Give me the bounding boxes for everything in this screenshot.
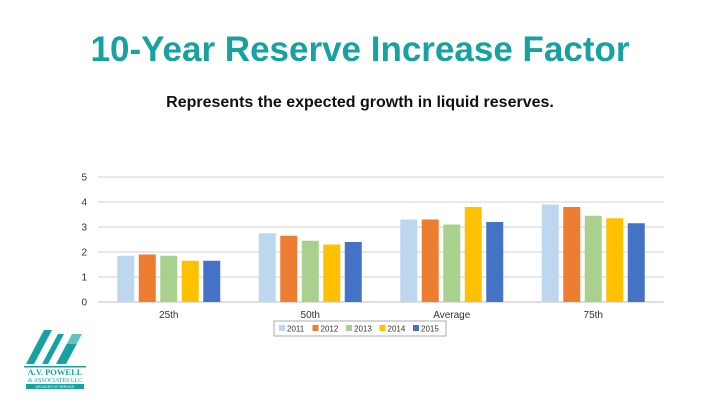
- bar-2012-25th: [138, 254, 156, 302]
- bar-2011-50th: [258, 233, 276, 302]
- logo-company-line2: & ASSOCIATES LLC: [28, 378, 82, 384]
- x-tick-label: 50th: [301, 310, 320, 321]
- legend-box: [273, 320, 447, 337]
- x-tick-label: 25th: [159, 310, 178, 321]
- bar-2014-50th: [323, 244, 341, 302]
- legend-label: 2011: [287, 325, 305, 334]
- legend-label: 2013: [354, 325, 372, 334]
- bar-2013-50th: [301, 240, 319, 302]
- bar-2014-75th: [606, 218, 624, 302]
- bar-2015-average: [486, 222, 504, 302]
- bar-2014-25th: [181, 260, 199, 302]
- legend-swatch: [279, 325, 285, 331]
- bar-2014-average: [464, 207, 482, 302]
- company-logo: A.V. POWELL & ASSOCIATES LLC DECADES OF …: [24, 330, 86, 389]
- bar-2013-average: [443, 224, 461, 302]
- logo-company-name: A.V. POWELL: [28, 367, 83, 377]
- bar-2012-average: [421, 219, 439, 302]
- legend-swatch: [346, 325, 352, 331]
- legend-label: 2014: [388, 325, 406, 334]
- x-tick-label: 75th: [584, 310, 603, 321]
- bar-2011-25th: [117, 255, 135, 302]
- x-tick-label: Average: [433, 310, 471, 321]
- y-tick-label: 2: [81, 248, 87, 259]
- y-tick-label: 3: [81, 223, 87, 234]
- y-tick-label: 4: [81, 198, 87, 209]
- legend-label: 2012: [321, 325, 339, 334]
- bar-2013-75th: [584, 215, 602, 302]
- y-tick-label: 0: [81, 298, 87, 309]
- bar-2012-75th: [563, 207, 581, 302]
- bar-2015-75th: [627, 223, 645, 302]
- y-tick-label: 5: [81, 173, 87, 184]
- legend-swatch: [413, 325, 419, 331]
- legend-swatch: [379, 325, 386, 331]
- bar-2012-50th: [280, 235, 298, 302]
- bar-2013-25th: [160, 255, 178, 302]
- legend-swatch: [312, 325, 319, 331]
- y-tick-label: 1: [81, 273, 87, 284]
- bar-2011-average: [400, 219, 418, 302]
- legend-label: 2015: [421, 325, 439, 334]
- bar-2015-25th: [203, 260, 221, 302]
- bar-2011-75th: [541, 204, 559, 302]
- slide-title: 10-Year Reserve Increase Factor: [90, 30, 630, 69]
- bar-2015-50th: [344, 242, 362, 302]
- slide-subtitle: Represents the expected growth in liquid…: [166, 94, 554, 111]
- logo-tagline: DECADES OF SERVICE: [35, 385, 75, 389]
